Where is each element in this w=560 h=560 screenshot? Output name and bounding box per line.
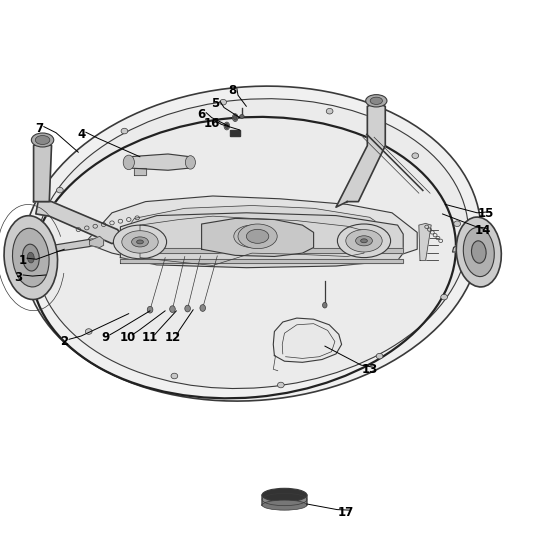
- Ellipse shape: [27, 253, 34, 263]
- Ellipse shape: [35, 136, 50, 144]
- Ellipse shape: [472, 241, 486, 263]
- Ellipse shape: [225, 124, 228, 129]
- Ellipse shape: [122, 231, 158, 253]
- Ellipse shape: [137, 240, 143, 244]
- Ellipse shape: [412, 153, 419, 158]
- Text: 6: 6: [198, 108, 206, 122]
- Polygon shape: [36, 202, 123, 244]
- Polygon shape: [419, 223, 431, 260]
- Ellipse shape: [244, 231, 260, 241]
- Ellipse shape: [234, 115, 237, 120]
- Ellipse shape: [376, 353, 383, 359]
- Text: 7: 7: [35, 122, 43, 136]
- Polygon shape: [120, 206, 392, 255]
- Ellipse shape: [370, 97, 382, 104]
- Text: 17: 17: [338, 506, 354, 519]
- Ellipse shape: [171, 373, 178, 379]
- Ellipse shape: [234, 225, 270, 248]
- Polygon shape: [273, 318, 342, 362]
- Ellipse shape: [232, 114, 238, 122]
- Ellipse shape: [57, 187, 63, 193]
- Text: 1: 1: [18, 254, 26, 267]
- Ellipse shape: [249, 235, 255, 239]
- Polygon shape: [120, 248, 403, 253]
- Ellipse shape: [113, 225, 167, 259]
- Text: 12: 12: [164, 330, 181, 344]
- Polygon shape: [336, 102, 385, 207]
- Ellipse shape: [121, 128, 128, 134]
- Polygon shape: [452, 241, 475, 252]
- Ellipse shape: [246, 230, 269, 244]
- Polygon shape: [87, 196, 417, 266]
- Ellipse shape: [262, 488, 307, 502]
- Ellipse shape: [361, 239, 367, 243]
- Ellipse shape: [337, 224, 391, 258]
- Ellipse shape: [170, 306, 175, 312]
- Ellipse shape: [366, 95, 387, 107]
- Ellipse shape: [12, 228, 49, 287]
- Polygon shape: [202, 218, 314, 256]
- Ellipse shape: [200, 305, 206, 311]
- Ellipse shape: [277, 382, 284, 388]
- Text: 9: 9: [101, 330, 109, 344]
- Ellipse shape: [35, 99, 469, 389]
- Ellipse shape: [238, 224, 277, 249]
- Ellipse shape: [123, 155, 134, 170]
- Ellipse shape: [132, 237, 148, 247]
- Ellipse shape: [463, 227, 494, 277]
- Ellipse shape: [454, 221, 460, 227]
- Ellipse shape: [224, 122, 230, 130]
- Text: 4: 4: [77, 128, 85, 141]
- Ellipse shape: [441, 295, 447, 300]
- Ellipse shape: [185, 156, 195, 169]
- Polygon shape: [120, 213, 403, 268]
- Ellipse shape: [225, 220, 279, 253]
- Polygon shape: [90, 236, 104, 248]
- Ellipse shape: [326, 109, 333, 114]
- Polygon shape: [262, 493, 307, 507]
- Text: 5: 5: [212, 97, 220, 110]
- Text: 8: 8: [228, 84, 236, 97]
- Text: 14: 14: [474, 224, 491, 237]
- Ellipse shape: [4, 216, 58, 300]
- Polygon shape: [129, 154, 190, 170]
- Ellipse shape: [456, 217, 501, 287]
- Ellipse shape: [22, 244, 39, 271]
- Polygon shape: [230, 130, 240, 136]
- Text: 15: 15: [478, 207, 494, 221]
- Ellipse shape: [220, 99, 227, 105]
- Text: 11: 11: [142, 330, 158, 344]
- Ellipse shape: [323, 302, 327, 308]
- Ellipse shape: [147, 306, 153, 313]
- Ellipse shape: [346, 230, 382, 252]
- Text: 13: 13: [361, 363, 378, 376]
- Ellipse shape: [240, 115, 244, 118]
- Text: 16: 16: [203, 116, 220, 130]
- Polygon shape: [44, 238, 104, 254]
- Ellipse shape: [185, 305, 190, 312]
- Text: 2: 2: [60, 335, 68, 348]
- Polygon shape: [34, 141, 52, 202]
- Polygon shape: [134, 168, 146, 175]
- Ellipse shape: [356, 236, 372, 246]
- Ellipse shape: [85, 329, 92, 334]
- Ellipse shape: [23, 86, 481, 401]
- Ellipse shape: [262, 500, 307, 510]
- Text: 3: 3: [15, 270, 22, 284]
- Polygon shape: [120, 259, 403, 263]
- Ellipse shape: [44, 260, 50, 266]
- Text: 10: 10: [119, 330, 136, 344]
- Ellipse shape: [31, 133, 54, 147]
